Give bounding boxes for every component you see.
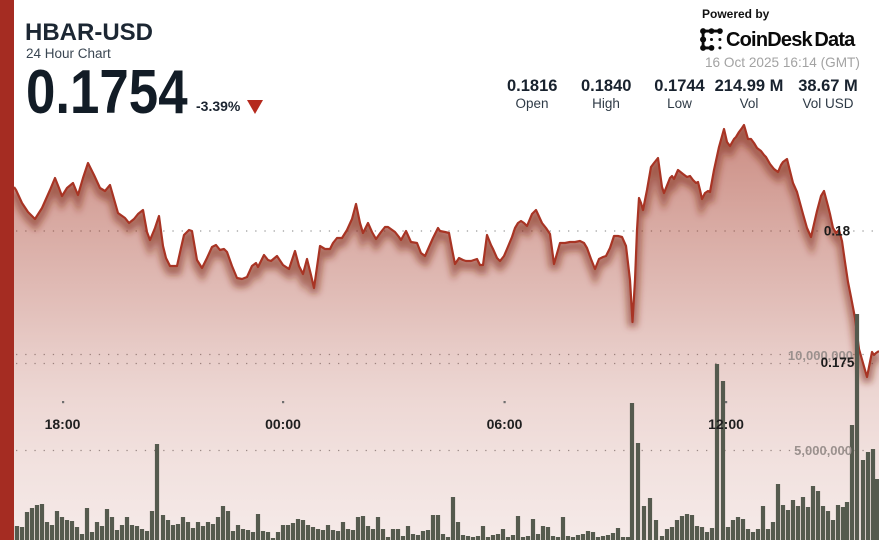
svg-text:0.18: 0.18: [824, 224, 851, 239]
svg-text:0.175: 0.175: [821, 355, 855, 370]
svg-text:10,000,000: 10,000,000: [788, 348, 853, 363]
svg-text:5,000,000: 5,000,000: [794, 443, 852, 458]
svg-text:00:00: 00:00: [265, 416, 301, 432]
svg-text:12:00: 12:00: [708, 416, 744, 432]
svg-text:18:00: 18:00: [45, 416, 81, 432]
svg-text:06:00: 06:00: [487, 416, 523, 432]
